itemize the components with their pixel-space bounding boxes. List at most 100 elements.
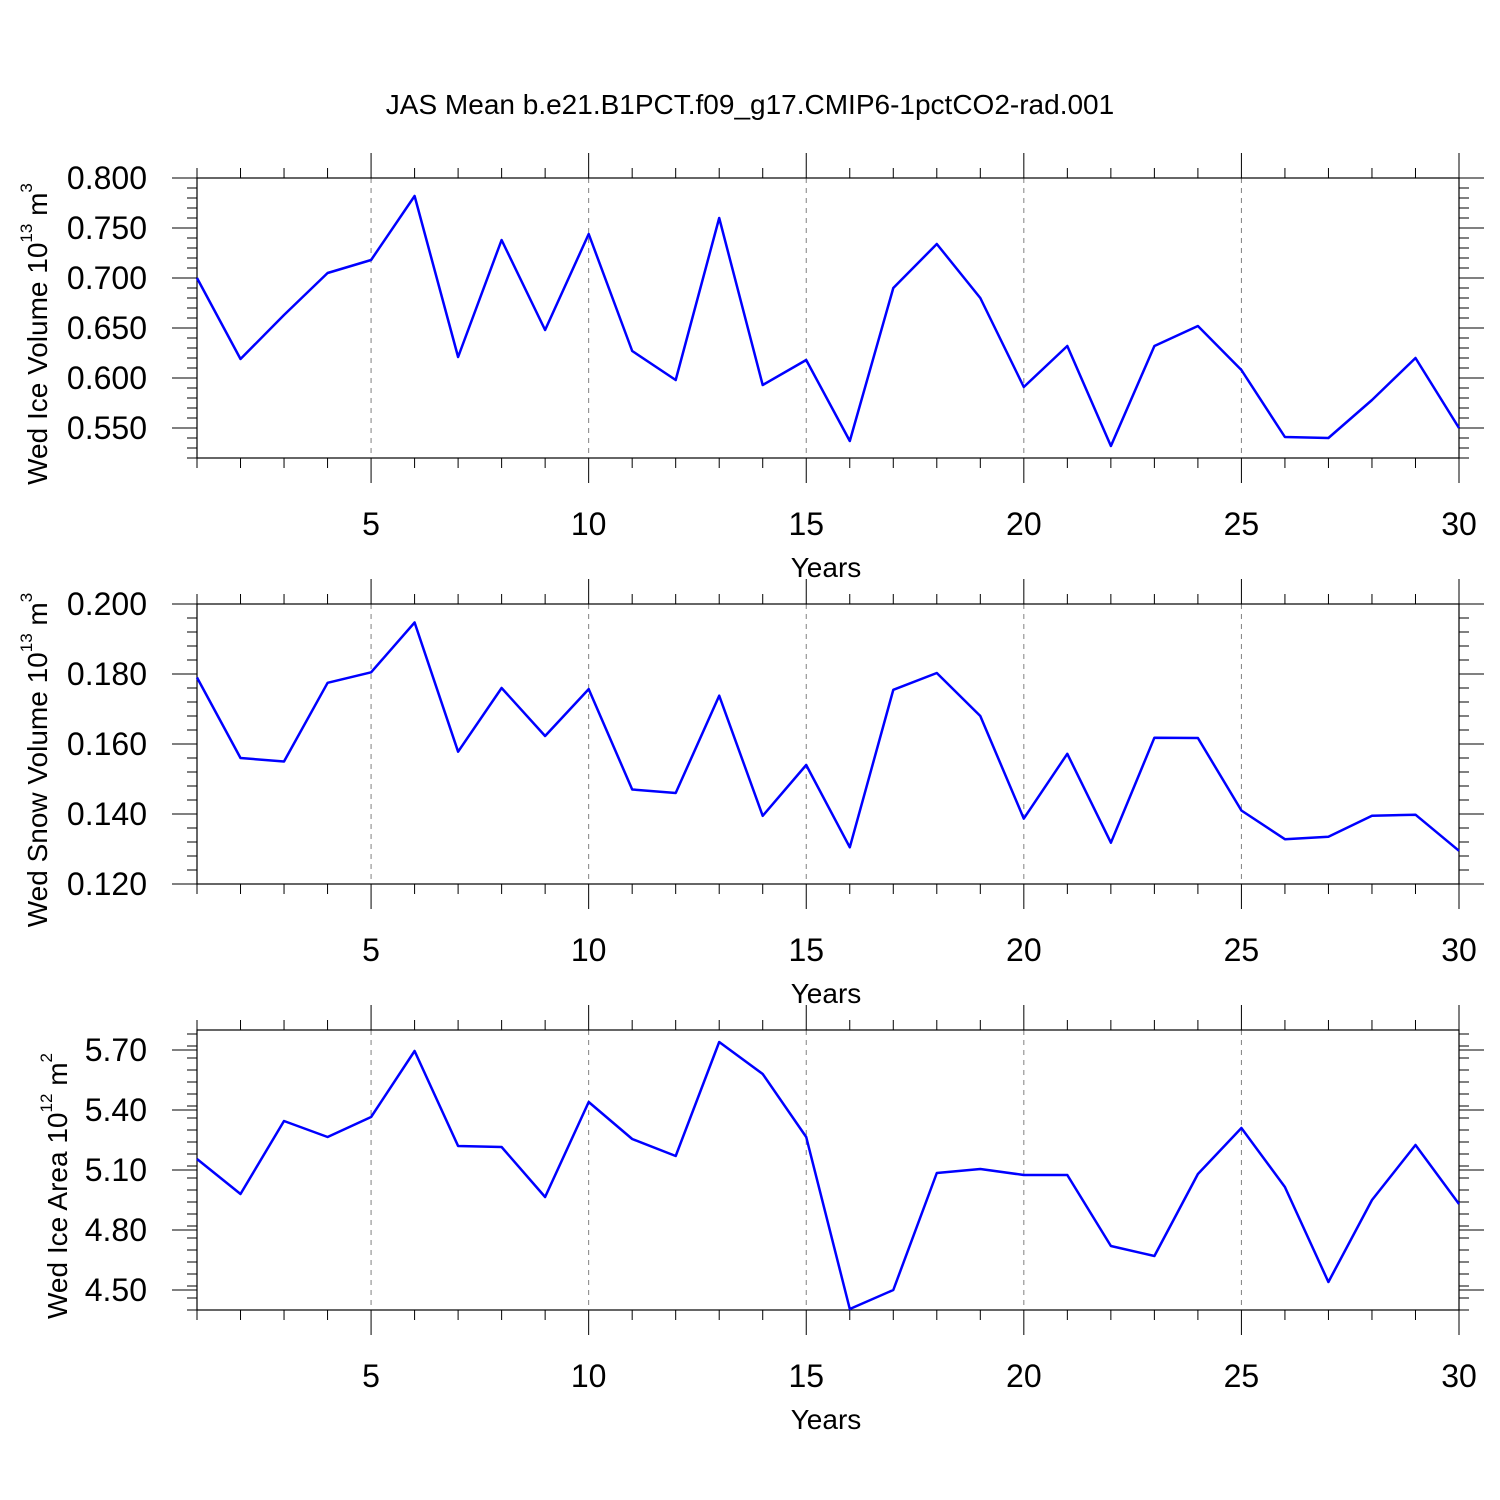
y-axis-title-unit: m xyxy=(22,602,53,633)
x-tick-labels: 5 10 15 20 25 30 xyxy=(362,506,1477,542)
x-gridlines xyxy=(370,604,1242,884)
snow-volume-series-line xyxy=(195,621,1460,852)
data-point-8 xyxy=(500,686,504,690)
data-point-6 xyxy=(413,621,417,625)
x-tick-labels: 5 10 15 20 25 30 xyxy=(362,1358,1477,1394)
data-point-18 xyxy=(935,1171,939,1175)
data-point-19 xyxy=(978,1167,982,1171)
data-point-19 xyxy=(978,296,982,300)
x-axis-title: Years xyxy=(791,1404,862,1435)
data-point-16 xyxy=(848,439,852,443)
x-tick-label-5: 5 xyxy=(362,932,380,968)
data-point-23 xyxy=(1152,1254,1156,1258)
plot-frame xyxy=(196,177,1460,459)
data-point-1 xyxy=(195,1157,199,1161)
y-tick-label-3: 0.700 xyxy=(67,260,147,296)
y-tick-label-4: 5.70 xyxy=(85,1032,147,1068)
x-tick-label-25: 25 xyxy=(1224,1358,1260,1394)
y-axis-title-exponent: 13 xyxy=(17,633,36,652)
data-point-5 xyxy=(369,258,373,262)
ice-area-panel: 4.50 4.80 5.10 5.40 5.70 5 10 15 20 25 30 Years W… xyxy=(37,1005,1484,1435)
y-axis-title: Wed Ice Area 1012 m2 xyxy=(37,1053,73,1319)
x-axis-title: Years xyxy=(791,552,862,583)
x-tick-label-30: 30 xyxy=(1441,1358,1477,1394)
minor-ticks xyxy=(187,1020,1469,1320)
data-point-12 xyxy=(674,378,678,382)
data-point-24 xyxy=(1196,324,1200,328)
data-point-12 xyxy=(674,791,678,795)
y-axis-title-unit-exponent: 3 xyxy=(17,183,36,192)
y-tick-label-2: 0.650 xyxy=(67,310,147,346)
data-point-18 xyxy=(935,242,939,246)
y-tick-labels: 0.550 0.600 0.650 0.700 0.750 0.800 xyxy=(67,160,147,446)
data-point-20 xyxy=(1022,385,1026,389)
major-ticks xyxy=(172,1005,1484,1335)
data-point-6 xyxy=(413,194,417,198)
data-point-22 xyxy=(1109,841,1113,845)
data-point-1 xyxy=(195,276,199,280)
y-tick-label-0: 4.50 xyxy=(85,1272,147,1308)
y-axis-title-unit: m xyxy=(42,1062,73,1093)
y-tick-label-4: 0.200 xyxy=(67,586,147,622)
x-axis-title: Years xyxy=(791,978,862,1009)
data-point-15 xyxy=(804,1135,808,1139)
x-tick-label-20: 20 xyxy=(1006,506,1042,542)
x-tick-label-10: 10 xyxy=(571,932,607,968)
x-gridlines xyxy=(370,178,1242,458)
y-axis-title: Wed Ice Volume 1013 m3 xyxy=(17,183,53,485)
data-point-26 xyxy=(1283,837,1287,841)
data-point-24 xyxy=(1196,1172,1200,1176)
y-tick-label-2: 5.10 xyxy=(85,1152,147,1188)
x-tick-label-25: 25 xyxy=(1224,506,1260,542)
data-point-6 xyxy=(413,1049,417,1053)
data-point-1 xyxy=(195,676,199,680)
snow-volume-panel: 0.120 0.140 0.160 0.180 0.200 5 10 15 20 25 30 Ye… xyxy=(17,579,1484,1009)
data-point-16 xyxy=(848,1307,852,1311)
data-point-14 xyxy=(761,383,765,387)
data-point-27 xyxy=(1326,436,1330,440)
x-tick-label-15: 15 xyxy=(788,506,824,542)
data-point-30 xyxy=(1457,1202,1461,1206)
x-tick-label-10: 10 xyxy=(571,506,607,542)
y-axis-title-unit: m xyxy=(22,193,53,224)
data-point-25 xyxy=(1239,1126,1243,1130)
data-point-25 xyxy=(1239,809,1243,813)
data-point-24 xyxy=(1196,736,1200,740)
data-point-3 xyxy=(282,760,286,764)
y-tick-label-5: 0.800 xyxy=(67,160,147,196)
data-point-28 xyxy=(1370,814,1374,818)
data-point-10 xyxy=(587,687,591,691)
x-tick-label-15: 15 xyxy=(788,1358,824,1394)
x-tick-label-10: 10 xyxy=(571,1358,607,1394)
data-point-27 xyxy=(1326,1280,1330,1284)
x-tick-label-25: 25 xyxy=(1224,932,1260,968)
data-point-10 xyxy=(587,232,591,236)
y-axis-title-exponent: 12 xyxy=(37,1094,56,1113)
minor-ticks xyxy=(187,168,1469,468)
data-point-14 xyxy=(761,814,765,818)
data-point-21 xyxy=(1065,344,1069,348)
data-point-17 xyxy=(891,1288,895,1292)
data-point-28 xyxy=(1370,1198,1374,1202)
y-axis-title-main: Wed Snow Volume 10 xyxy=(22,652,53,927)
data-point-15 xyxy=(804,763,808,767)
data-point-22 xyxy=(1109,1244,1113,1248)
data-point-2 xyxy=(239,357,243,361)
data-point-28 xyxy=(1370,398,1374,402)
data-point-29 xyxy=(1413,356,1417,360)
data-point-9 xyxy=(543,734,547,738)
data-point-12 xyxy=(674,1154,678,1158)
x-tick-label-5: 5 xyxy=(362,506,380,542)
y-tick-label-3: 0.180 xyxy=(67,656,147,692)
x-tick-label-30: 30 xyxy=(1441,932,1477,968)
data-point-2 xyxy=(239,756,243,760)
data-point-8 xyxy=(500,238,504,242)
data-point-3 xyxy=(282,1119,286,1123)
data-point-25 xyxy=(1239,368,1243,372)
x-tick-label-30: 30 xyxy=(1441,506,1477,542)
data-point-23 xyxy=(1152,344,1156,348)
y-axis-title-unit-exponent: 3 xyxy=(17,593,36,602)
data-point-11 xyxy=(630,1137,634,1141)
major-ticks xyxy=(172,153,1484,483)
x-tick-label-20: 20 xyxy=(1006,932,1042,968)
